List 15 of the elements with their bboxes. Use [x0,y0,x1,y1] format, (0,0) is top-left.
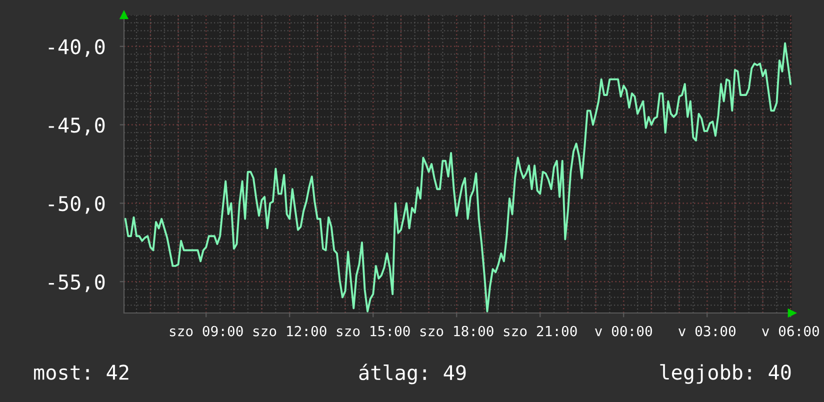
x-tick-label: v 06:00 [762,326,819,336]
x-tick-label: szo 09:00 [170,326,243,336]
text: átlag: 49 [359,364,466,384]
text: legjobb: 40 [660,364,791,384]
x-tick-label: szo 15:00 [336,326,410,336]
y-tick-label: -55,0 [48,274,105,292]
y-tick-label: -40,0 [48,39,105,57]
x-tick-label: v 00:00 [595,326,652,336]
text: most: 42 [34,364,128,380]
x-tick-label: szo 18:00 [420,326,494,336]
x-tick-label: v 03:00 [678,326,736,336]
y-tick-label: -50,0 [48,196,105,214]
x-tick-label: szo 12:00 [253,326,326,336]
y-tick-label: -45,0 [48,118,105,136]
x-tick-label: szo 21:00 [504,326,577,336]
